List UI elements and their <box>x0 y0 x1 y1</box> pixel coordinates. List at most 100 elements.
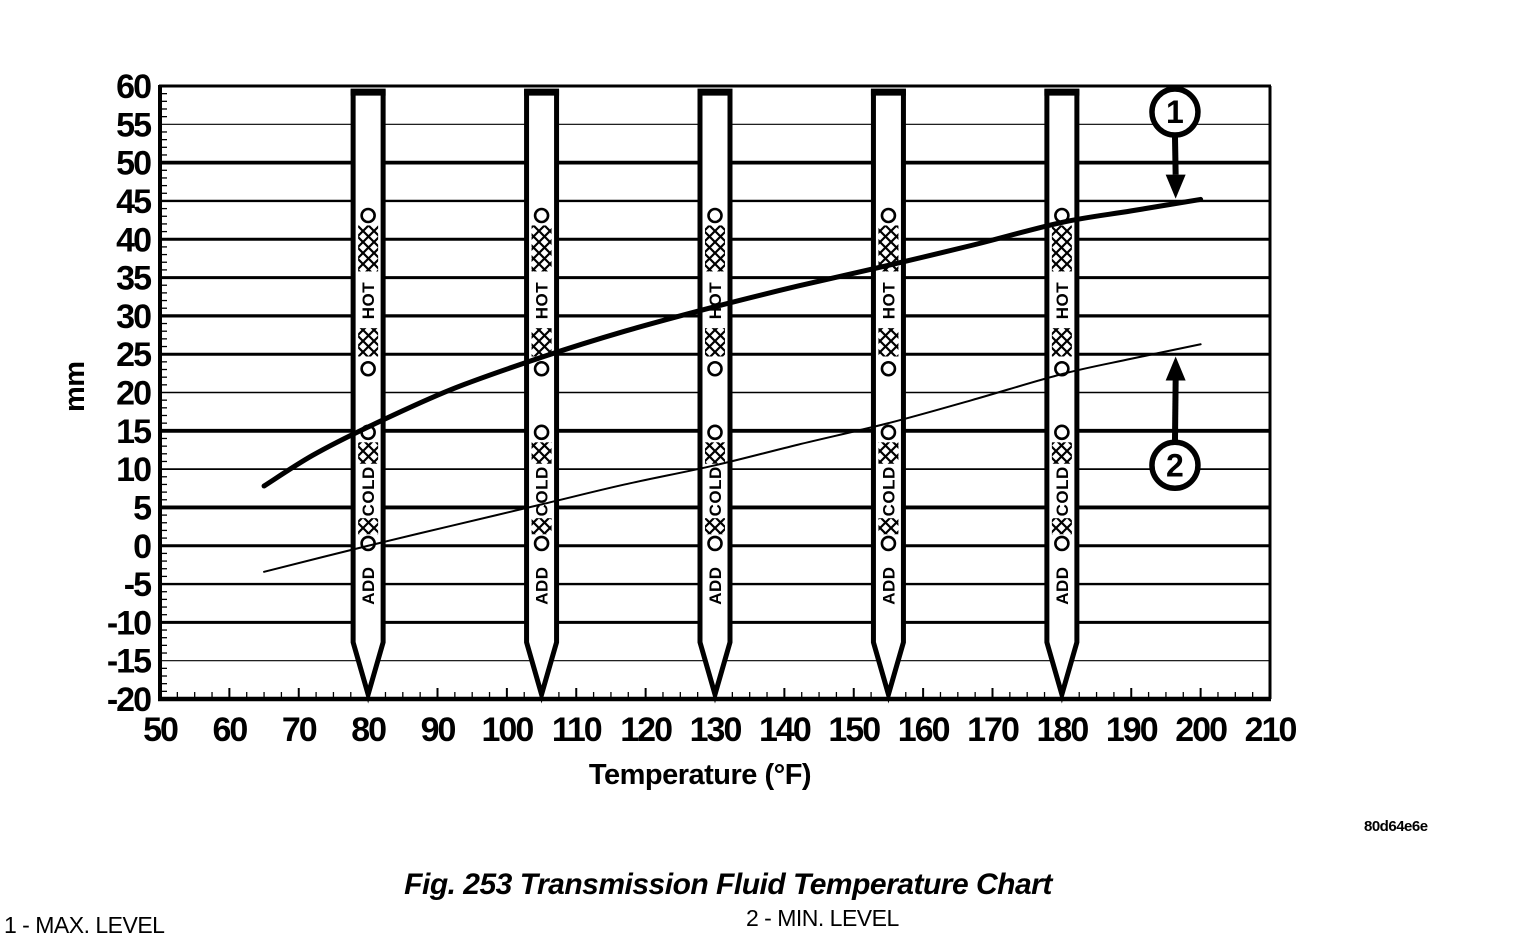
x-tick-label-110: 110 <box>552 711 602 749</box>
dipstick-hole <box>880 535 897 552</box>
y-tick-label-35: 35 <box>116 260 151 298</box>
y-tick-label-55: 55 <box>116 106 151 144</box>
dipstick-180: HOT COLD ADD <box>1044 88 1080 704</box>
crosshatch-band <box>878 442 899 464</box>
x-tick-label-190: 190 <box>1106 711 1158 749</box>
dipstick-hole <box>880 207 897 224</box>
callout-arrow-shaft <box>1171 134 1179 175</box>
dipstick-label-hot: HOT <box>533 282 552 320</box>
watermark-code: 80d64e6e <box>1364 818 1428 835</box>
y-tick-label-50: 50 <box>116 145 151 183</box>
y-tick-label-60: 60 <box>116 68 151 106</box>
y-tick-label-45: 45 <box>116 183 151 221</box>
x-axis-tick-labels: 50 60 70 80 90 100 110 120 130 140 150 160 170 180 190… <box>143 711 1298 749</box>
callout-number-2: 2 <box>1166 447 1184 483</box>
dipstick-hole <box>707 207 723 224</box>
dipstick-155: HOT COLD ADD <box>870 88 906 704</box>
callout-arrow-shaft <box>1171 380 1179 443</box>
dipstick-hole <box>533 207 550 224</box>
y-axis-title: mm <box>59 361 91 412</box>
dipstick-label-cold: COLD <box>533 466 552 516</box>
x-axis-title-group: Temperature (°F) <box>589 759 812 791</box>
dipstick-label-cold: COLD <box>706 466 725 516</box>
dipstick-hole <box>707 535 723 552</box>
y-tick-label--15: -15 <box>107 643 151 681</box>
dipstick-label-hot: HOT <box>1053 282 1072 320</box>
crosshatch-band <box>705 225 725 272</box>
y-tick-label-20: 20 <box>116 375 151 413</box>
dipstick-label-hot: HOT <box>706 282 725 320</box>
x-tick-label-130: 130 <box>690 711 742 749</box>
y-tick-label-30: 30 <box>116 298 151 336</box>
crosshatch-band <box>358 518 379 535</box>
dipstick-hole <box>533 360 550 377</box>
crosshatch-band <box>531 442 552 464</box>
dipstick-hole <box>533 424 550 441</box>
dipstick-label-add: ADD <box>359 566 378 604</box>
dipstick-hole <box>360 360 376 377</box>
crosshatch-band <box>1051 225 1072 272</box>
x-tick-label-90: 90 <box>421 711 456 749</box>
crosshatch-band <box>358 442 379 464</box>
crosshatch-band <box>531 518 552 535</box>
max-level-curve <box>261 196 1204 489</box>
dipstick-hole <box>707 360 723 377</box>
x-tick-label-200: 200 <box>1175 711 1227 749</box>
callout-number-1: 1 <box>1166 94 1184 130</box>
x-tick-label-100: 100 <box>482 711 534 749</box>
dipstick-hole <box>880 424 897 441</box>
crosshatch-band <box>531 328 552 357</box>
x-tick-label-80: 80 <box>351 711 386 749</box>
dipstick-130: HOT COLD ADD <box>697 88 733 704</box>
axis-frame <box>158 84 1272 702</box>
dipstick-label-add: ADD <box>879 566 898 604</box>
y-tick-label-10: 10 <box>116 451 151 489</box>
dipstick-label-add: ADD <box>706 566 725 604</box>
x-tick-label-170: 170 <box>967 711 1019 749</box>
y-tick-label-25: 25 <box>116 336 151 374</box>
figure-caption: Fig. 253 Transmission Fluid Temperature … <box>404 868 1052 901</box>
y-tick-label--20: -20 <box>107 681 151 719</box>
x-tick-label-50: 50 <box>143 711 178 749</box>
dipstick-label-add: ADD <box>1053 566 1072 604</box>
x-tick-label-60: 60 <box>212 711 247 749</box>
crosshatch-band <box>705 328 725 357</box>
callout-circle <box>1149 86 1201 138</box>
y-tick-label-40: 40 <box>116 221 151 259</box>
callout-circle <box>1149 439 1201 492</box>
y-tick-label-5: 5 <box>133 489 151 527</box>
x-tick-label-180: 180 <box>1037 711 1089 749</box>
dipstick-label-cold: COLD <box>879 466 898 516</box>
crosshatch-band <box>878 518 899 535</box>
dipstick-105: HOT COLD ADD <box>524 88 560 704</box>
crosshatch-band <box>531 225 552 272</box>
legend-min-level: 2 - MIN. LEVEL <box>746 905 899 931</box>
dipstick-hole <box>1054 535 1070 552</box>
dipstick-hole <box>1054 424 1070 441</box>
crosshatch-band <box>705 518 725 535</box>
y-tick-label--10: -10 <box>107 604 151 642</box>
y-tick-label-15: 15 <box>116 413 151 451</box>
crosshatch-band <box>1051 328 1072 357</box>
dipstick-hole <box>1054 360 1070 377</box>
crosshatch-band <box>878 225 899 272</box>
min-level-curve <box>263 343 1202 573</box>
x-tick-label-150: 150 <box>828 711 880 749</box>
crosshatch-band <box>358 328 379 357</box>
callout-2: 2 <box>1149 356 1201 492</box>
dipstick-hole <box>360 535 376 552</box>
y-axis-title-group: mm <box>59 361 91 412</box>
dipstick-label-add: ADD <box>533 566 552 604</box>
transmission-fluid-temperature-chart: HOT COLD ADD HOT COLD ADD HOT COLD ADD HOT COLD ADD… <box>59 68 1298 791</box>
dipstick-hole <box>707 424 723 441</box>
legend-max-level: 1 - MAX. LEVEL <box>4 912 165 938</box>
dipstick-label-hot: HOT <box>879 282 898 320</box>
dipstick-label-hot: HOT <box>359 282 378 320</box>
crosshatch-band <box>1051 442 1072 464</box>
x-tick-label-210: 210 <box>1245 711 1297 749</box>
crosshatch-band <box>358 225 379 272</box>
callout-arrowhead <box>1165 356 1186 381</box>
x-axis-title: Temperature (°F) <box>589 759 811 791</box>
